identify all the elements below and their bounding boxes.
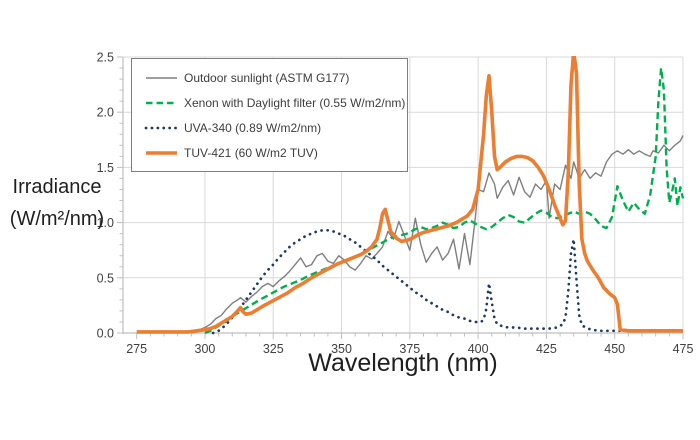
- y-tick-label: 2.5: [97, 51, 114, 65]
- legend: Outdoor sunlight (ASTM G177) Xenon with …: [131, 58, 408, 172]
- legend-line-sample-outdoor-sunlight: [146, 76, 177, 79]
- x-tick-label: 475: [673, 342, 694, 356]
- x-tick-label: 400: [468, 342, 489, 356]
- x-axis-title: Wavelength (nm): [308, 349, 498, 377]
- x-tick-label: 375: [399, 342, 420, 356]
- y-tick-label: 1.5: [97, 161, 114, 175]
- y-tick-label: 1.0: [97, 216, 114, 230]
- x-tick-label: 450: [604, 342, 625, 356]
- x-tick-label: 275: [126, 342, 147, 356]
- series-line-xenon-daylight-filter: [204, 66, 685, 335]
- series-line-tuv-421: [136, 56, 683, 334]
- x-tick-label: 325: [263, 342, 284, 356]
- legend-line-sample-uva-340: [144, 126, 179, 129]
- y-tick-label: 0.0: [97, 327, 114, 341]
- legend-item: Xenon with Daylight filter (0.55 W/m2/nm…: [144, 95, 406, 110]
- legend-item: UVA-340 (0.89 W/m2/nm): [144, 121, 403, 135]
- y-axis-title-line1: Irradiance: [12, 176, 102, 198]
- x-tick-label: 300: [195, 342, 216, 356]
- y-axis-title: Irradiance (W/m²/nm): [0, 172, 114, 235]
- legend-line-sample-xenon-daylight-filter: [146, 101, 177, 104]
- series-line-uva-340: [211, 228, 622, 335]
- x-tick-label: 350: [331, 342, 352, 356]
- y-tick-label: 2.0: [97, 106, 114, 120]
- y-axis-title-line2: (W/m²/nm): [9, 207, 105, 230]
- legend-item: TUV-421 (60 W/m2 TUV): [144, 146, 403, 160]
- legend-item: Outdoor sunlight (ASTM G177): [144, 71, 403, 85]
- legend-item-label: TUV-421 (60 W/m2 TUV): [184, 145, 318, 160]
- x-tick-label: 425: [536, 342, 557, 356]
- legend-item-label: UVA-340 (0.89 W/m2/nm): [184, 120, 322, 135]
- y-tick-label: 0.5: [97, 271, 114, 285]
- series-line-outdoor-sunlight: [191, 135, 684, 334]
- legend-item-label: Outdoor sunlight (ASTM G177): [184, 70, 350, 85]
- legend-item-label: Xenon with Daylight filter (0.55 W/m2/nm…: [184, 95, 406, 110]
- legend-line-sample-tuv-421: [146, 150, 177, 155]
